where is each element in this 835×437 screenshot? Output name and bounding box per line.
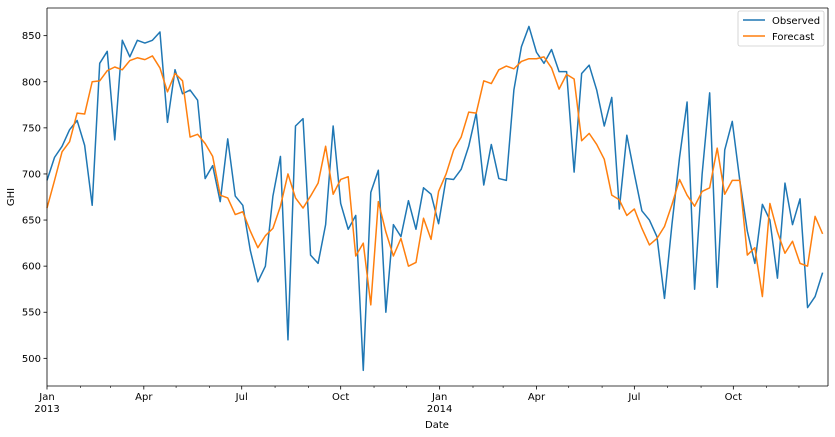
legend-observed-label: Observed bbox=[772, 16, 820, 27]
x-tick-label: Jan bbox=[431, 392, 447, 403]
y-axis-label: GHI bbox=[6, 188, 17, 206]
y-tick-label: 500 bbox=[22, 354, 41, 365]
x-tick-label: Apr bbox=[528, 392, 546, 403]
series-layer bbox=[46, 25, 824, 372]
x-tick-label: Oct bbox=[332, 392, 349, 403]
axes-frame bbox=[46, 7, 829, 387]
y-tick-label: 750 bbox=[22, 123, 41, 134]
y-tick-label: 650 bbox=[22, 216, 41, 227]
y-axis: 500 550 600 650 700 750 800 850 bbox=[22, 31, 47, 365]
series-line-forecast bbox=[46, 55, 824, 306]
x-tick-label: Jan bbox=[38, 392, 54, 403]
plot-area bbox=[46, 7, 829, 387]
x-tick-year-label: 2013 bbox=[34, 404, 59, 415]
legend-forecast-label: Forecast bbox=[772, 32, 814, 43]
y-tick-label: 700 bbox=[22, 169, 41, 180]
y-tick-label: 850 bbox=[22, 31, 41, 42]
legend: Observed Forecast bbox=[737, 10, 825, 47]
x-tick-label: Apr bbox=[135, 392, 153, 403]
y-tick-label: 600 bbox=[22, 262, 41, 273]
x-tick-year-label: 2014 bbox=[427, 404, 452, 415]
x-tick-label: Oct bbox=[725, 392, 742, 403]
y-tick-label: 550 bbox=[22, 308, 41, 319]
x-tick-label: Jul bbox=[627, 392, 640, 403]
x-axis-label: Date bbox=[425, 420, 449, 431]
y-tick-label: 800 bbox=[22, 77, 41, 88]
x-tick-label: Jul bbox=[235, 392, 248, 403]
